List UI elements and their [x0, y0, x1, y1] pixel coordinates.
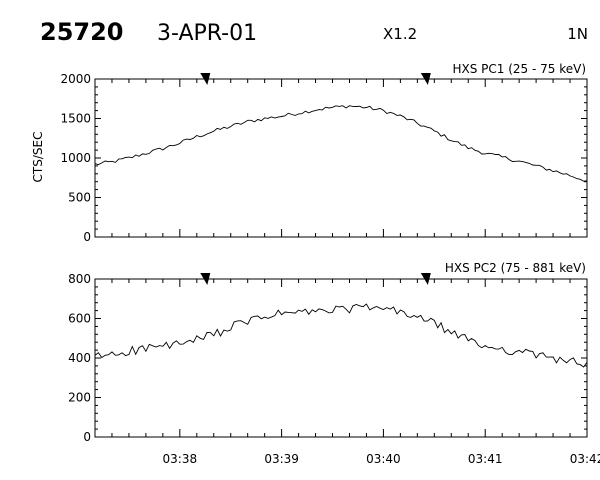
- series-line: [94, 105, 588, 182]
- y-axis-label: CTS/SEC: [31, 132, 45, 183]
- interval-marker: [200, 273, 211, 285]
- y-tick-label: 600: [68, 312, 91, 326]
- flare-location: 1N: [567, 25, 588, 43]
- y-tick-label: 2000: [60, 72, 91, 86]
- interval-marker: [200, 73, 211, 85]
- y-tick-label: 1000: [60, 151, 91, 165]
- y-tick-label: 1500: [60, 112, 91, 126]
- panel-hxs-pc1: HXS PC1 (25 - 75 keV) CTS/SEC 0 500 1000 15…: [31, 62, 588, 244]
- panel-title-pc2: HXS PC2 (75 - 881 keV): [445, 261, 586, 275]
- event-id: 25720: [40, 18, 124, 46]
- x-tick-label: 03:39: [264, 452, 299, 466]
- event-date: 3-APR-01: [157, 21, 257, 46]
- x-tick-label: 03:40: [366, 452, 401, 466]
- y-tick-label: 800: [68, 272, 91, 286]
- panel-hxs-pc2: HXS PC2 (75 - 881 keV) 0 200 400 600 800 03:3…: [68, 261, 600, 466]
- interval-marker: [420, 73, 431, 85]
- y-tick-label: 200: [68, 391, 91, 405]
- y-tick-label: 400: [68, 351, 91, 365]
- series-line: [94, 303, 588, 368]
- flare-class: X1.2: [383, 25, 417, 43]
- y-tick-label: 0: [83, 230, 91, 244]
- panel-title-pc1: HXS PC1 (25 - 75 keV): [452, 62, 586, 76]
- x-tick-label: 03:38: [163, 452, 198, 466]
- y-tick-label: 500: [68, 191, 91, 205]
- plot-frame-pc1: [94, 78, 588, 238]
- y-tick-label: 0: [83, 430, 91, 444]
- x-tick-label: 03:42: [570, 452, 600, 466]
- x-tick-label: 03:41: [468, 452, 503, 466]
- plot-frame-pc2: [94, 278, 588, 438]
- interval-marker: [420, 273, 431, 285]
